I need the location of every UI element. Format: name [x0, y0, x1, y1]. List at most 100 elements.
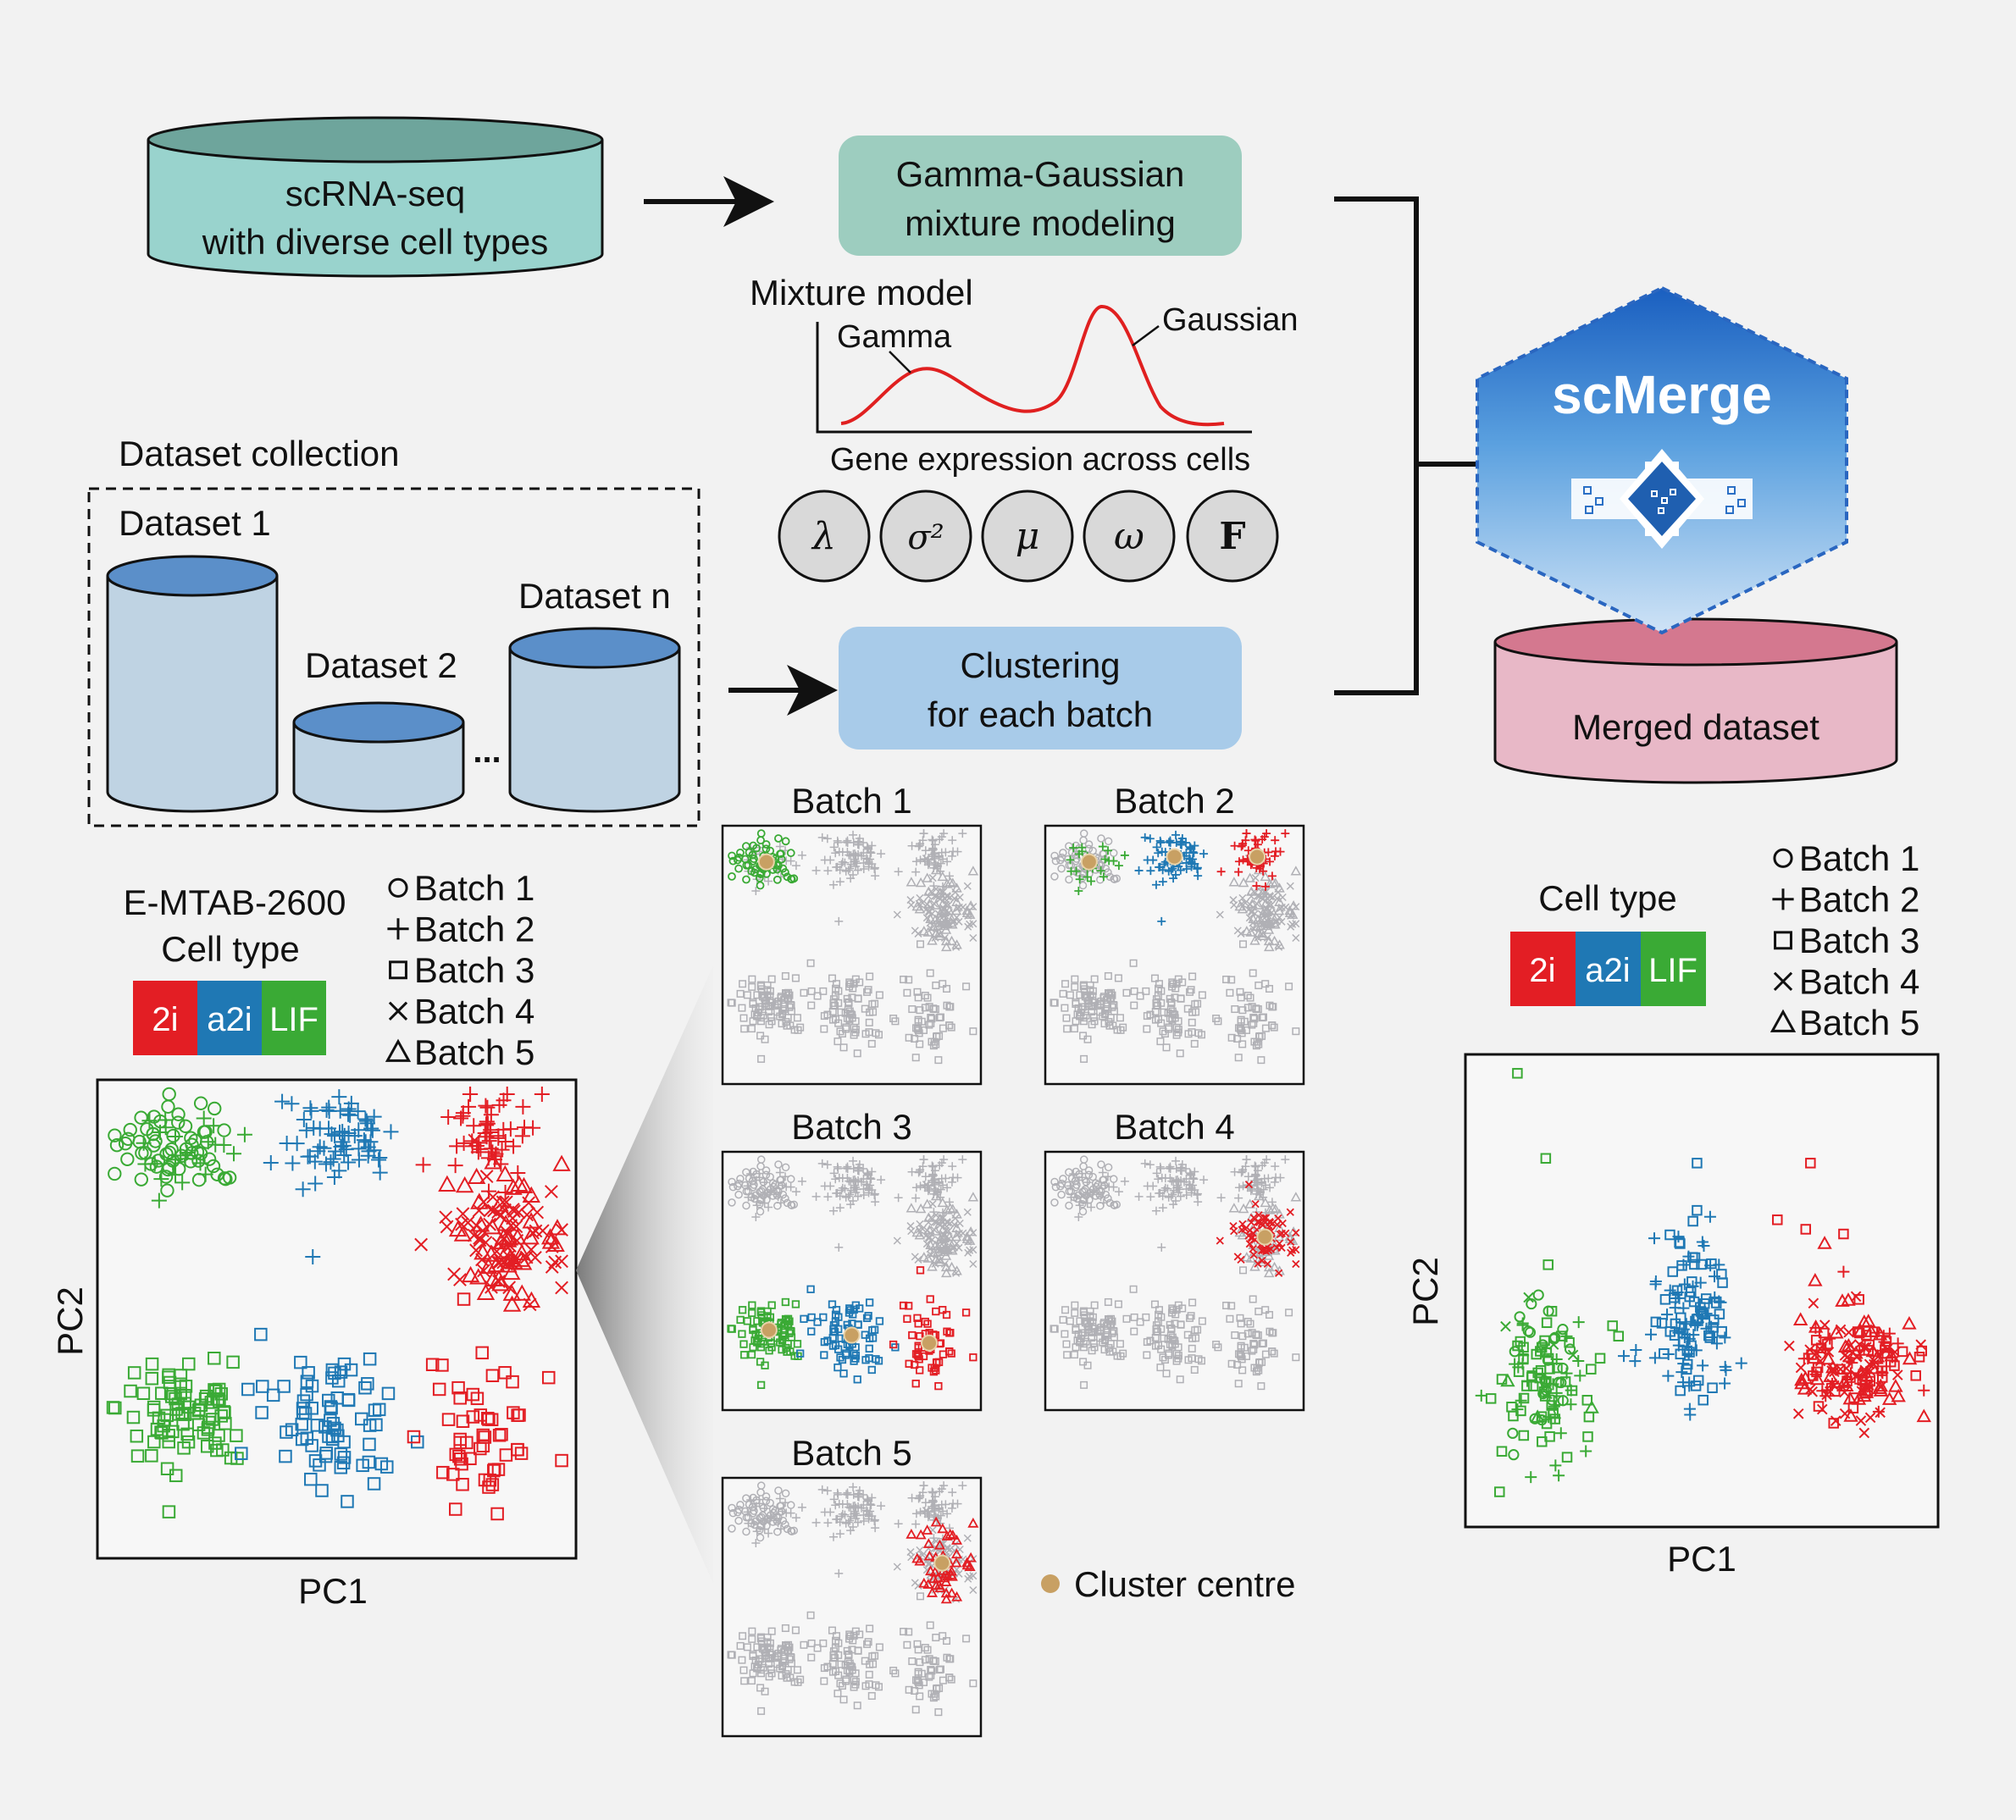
square-point: [820, 1025, 828, 1033]
square-point: [296, 1394, 311, 1408]
square-point: [1104, 1297, 1112, 1306]
square-point: [176, 1417, 190, 1431]
square-point: [1159, 1353, 1167, 1362]
cross-point: [1843, 1326, 1854, 1338]
circle-point: [1109, 1175, 1118, 1183]
batch-panel-title: Batch 4: [1114, 1107, 1234, 1147]
plus-point: [939, 1181, 948, 1190]
square-point: [793, 1340, 802, 1348]
plus-point: [1554, 1427, 1567, 1440]
plus-point: [1678, 1278, 1691, 1291]
square-point: [823, 1010, 832, 1019]
triangle-point: [1902, 1315, 1917, 1330]
square-point: [499, 1448, 513, 1462]
square-point: [1072, 999, 1080, 1008]
param-f-symbol: F: [1219, 515, 1245, 558]
plus-point: [781, 1172, 790, 1181]
square-point: [145, 1449, 158, 1463]
square-point: [781, 1624, 789, 1632]
triangle-point: [546, 1235, 565, 1252]
plus-point: [1216, 867, 1226, 877]
triangle-point: [922, 1524, 933, 1535]
gamma-label: Gamma: [837, 319, 952, 355]
square-point: [1168, 1341, 1177, 1349]
circle-point: [1532, 1289, 1544, 1301]
plus-point: [854, 840, 863, 849]
swatch-lif: [262, 981, 326, 1055]
square-point: [1259, 1339, 1267, 1347]
plus-point: [1685, 1315, 1698, 1328]
square-point: [1222, 1302, 1231, 1310]
square-point: [832, 1636, 840, 1645]
plus-point: [141, 1113, 158, 1129]
circle-point: [1051, 1182, 1061, 1192]
cross-point: [1251, 1199, 1260, 1209]
square-point: [1261, 1024, 1270, 1032]
square-point: [861, 1004, 869, 1013]
square-point: [1079, 1032, 1088, 1040]
square-point: [1114, 974, 1122, 982]
plus-point: [911, 867, 921, 877]
square-point: [1252, 1368, 1260, 1376]
square-point: [1165, 1023, 1173, 1032]
left-plot-points: [106, 1086, 571, 1521]
square-point: [1678, 1336, 1689, 1347]
square-point: [1059, 989, 1067, 998]
square-point: [1285, 1308, 1293, 1317]
square-point: [939, 980, 947, 988]
square-point: [1650, 1316, 1662, 1328]
triangle-point: [1238, 877, 1249, 888]
square-point: [837, 1660, 845, 1668]
plus-point: [1182, 1184, 1191, 1193]
square-point: [358, 1381, 372, 1395]
plus-point: [1550, 1386, 1563, 1399]
square-point: [923, 1646, 932, 1654]
square-point: [1194, 1029, 1203, 1037]
square-point: [1088, 1313, 1097, 1321]
square-point: [1088, 987, 1097, 995]
triangle-point: [914, 1230, 926, 1240]
plus-point: [1083, 1178, 1092, 1187]
square-point: [1698, 1394, 1709, 1406]
circle-point: [773, 1191, 782, 1200]
cross-point: [1287, 1237, 1295, 1246]
plus-point: [864, 1170, 873, 1180]
plus-point: [226, 1146, 242, 1162]
square-point: [241, 1382, 255, 1397]
square-point: [756, 1380, 766, 1390]
square-point: [916, 1658, 924, 1667]
plus-point: [1187, 844, 1196, 854]
circle-point: [734, 1516, 743, 1525]
square-point: [1061, 980, 1070, 988]
plus-point: [781, 1498, 790, 1507]
plus-point: [1160, 1183, 1170, 1192]
batch-panel: Batch 4: [1044, 1107, 1305, 1412]
plus-point: [925, 1185, 934, 1194]
plus-point: [853, 1518, 862, 1527]
triangle-point: [548, 1219, 567, 1236]
cross-point: [1286, 882, 1294, 890]
triangle-point: [491, 1275, 510, 1292]
triangle-point: [483, 1218, 501, 1235]
circle-point: [1051, 856, 1061, 866]
square-point: [903, 1640, 911, 1649]
square-point: [304, 1472, 318, 1486]
circle-point: [1056, 1181, 1065, 1191]
square-point: [1167, 982, 1176, 991]
square-point: [1227, 1302, 1236, 1310]
triangle-point: [940, 1261, 952, 1272]
square-point: [875, 991, 883, 999]
square-point: [322, 1393, 335, 1408]
square-point: [1687, 1215, 1698, 1227]
plus-point: [478, 1098, 494, 1114]
square-point: [1532, 1367, 1543, 1379]
circle-point: [1072, 1183, 1080, 1192]
plus-point: [1553, 1469, 1565, 1482]
square-point: [736, 989, 745, 998]
square-point: [867, 1691, 876, 1700]
plus-point: [1238, 1181, 1248, 1191]
plus-point: [1199, 849, 1209, 859]
cross-point: [1274, 1214, 1282, 1223]
square-point: [162, 1435, 176, 1449]
square-point: [1109, 1347, 1117, 1356]
